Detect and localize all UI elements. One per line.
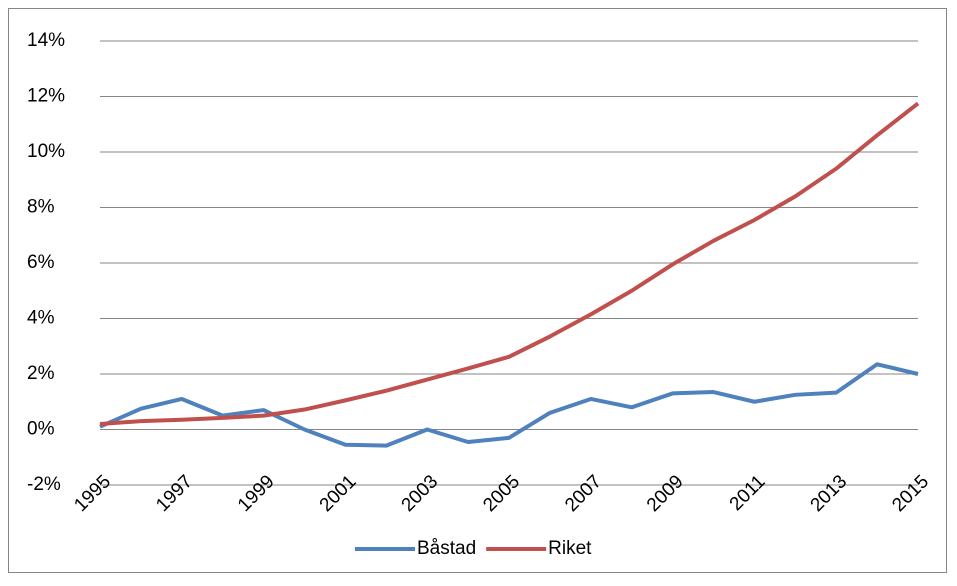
y-tick-label: 4% [27, 308, 55, 329]
series-line [99, 362, 919, 448]
y-tick-label: 6% [27, 252, 55, 273]
legend-label: Båstad [417, 538, 476, 559]
y-tick-label: 0% [27, 419, 55, 440]
y-tick-label: 2% [27, 363, 55, 384]
chart-frame [8, 8, 947, 573]
y-tick-label: 8% [27, 197, 55, 218]
y-tick-label: 10% [27, 141, 65, 162]
y-tick-label: 14% [27, 30, 65, 51]
legend-label: Riket [548, 538, 592, 559]
y-tick-label: -2% [27, 474, 61, 495]
series-line [99, 101, 920, 426]
y-tick-label: 12% [27, 86, 65, 107]
